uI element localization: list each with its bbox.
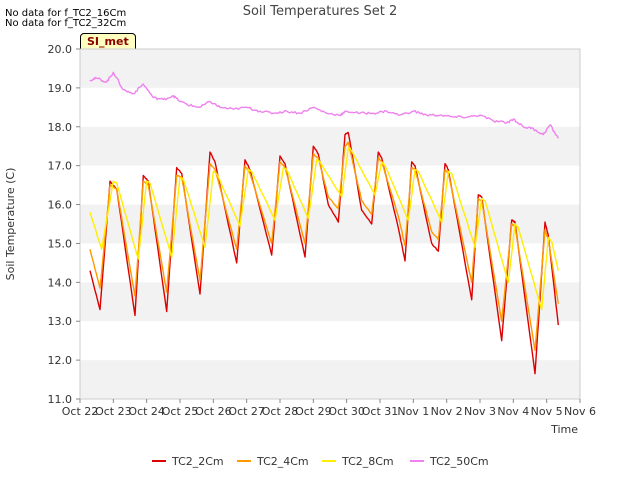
legend-label: TC2_2Cm: [171, 455, 224, 468]
x-tick-label: Nov 4: [497, 405, 529, 418]
x-tick-label: Nov 2: [431, 405, 463, 418]
y-tick-label: 18.0: [48, 121, 73, 134]
legend: TC2_2Cm TC2_4Cm TC2_8Cm TC2_50Cm: [152, 455, 489, 468]
no-data-note-1: No data for f_TC2_16Cm: [5, 8, 127, 19]
y-tick-label: 15.0: [48, 237, 73, 250]
y-tick-label: 17.0: [48, 160, 73, 173]
x-tick-label: Nov 6: [564, 405, 596, 418]
x-tick-label: Oct 25: [162, 405, 199, 418]
legend-label: TC2_4Cm: [256, 455, 309, 468]
chart-title: Soil Temperatures Set 2: [243, 4, 398, 19]
x-tick-label: Oct 31: [362, 405, 399, 418]
x-tick-label: Oct 28: [262, 405, 299, 418]
x-tick-label: Nov 3: [464, 405, 496, 418]
y-tick-label: 11.0: [48, 393, 73, 406]
grid-bands: [80, 49, 580, 399]
legend-label: TC2_8Cm: [341, 455, 394, 468]
y-tick-label: 14.0: [48, 276, 73, 289]
x-tick-label: Oct 26: [195, 405, 232, 418]
y-axis-ticks: 11.0 12.0 13.0 14.0 15.0 16.0 17.0 18.0 19.0 20.0: [48, 43, 80, 406]
grid-band: [80, 204, 580, 244]
y-tick-label: 19.0: [48, 82, 73, 95]
grid-band: [80, 126, 580, 166]
series-line-tc2-4cm: [89, 141, 559, 352]
x-tick-label: Nov 5: [531, 405, 563, 418]
series-line-tc2-50cm: [89, 71, 559, 139]
y-tick-label: 13.0: [48, 315, 73, 328]
grid-band: [80, 49, 580, 88]
y-tick-label: 12.0: [48, 354, 73, 367]
series-layer: [89, 71, 559, 375]
legend-label: TC2_50Cm: [429, 455, 489, 468]
x-tick-label: Oct 30: [328, 405, 365, 418]
y-axis-label: Soil Temperature (C): [4, 168, 17, 281]
x-tick-label: Oct 29: [295, 405, 332, 418]
x-tick-label: Oct 23: [95, 405, 132, 418]
x-tick-label: Oct 22: [62, 405, 99, 418]
x-tick-label: Nov 1: [397, 405, 429, 418]
y-tick-label: 16.0: [48, 199, 73, 212]
grid-band: [80, 360, 580, 399]
no-data-note-2: No data for f_TC2_32Cm: [5, 18, 127, 29]
y-tick-label: 20.0: [48, 43, 73, 56]
x-tick-label: Oct 24: [128, 405, 165, 418]
x-tick-label: Oct 27: [228, 405, 265, 418]
plot-area-frame: [79, 48, 581, 400]
series-line-tc2-8cm: [89, 147, 559, 311]
x-axis-label: Time: [550, 423, 578, 436]
